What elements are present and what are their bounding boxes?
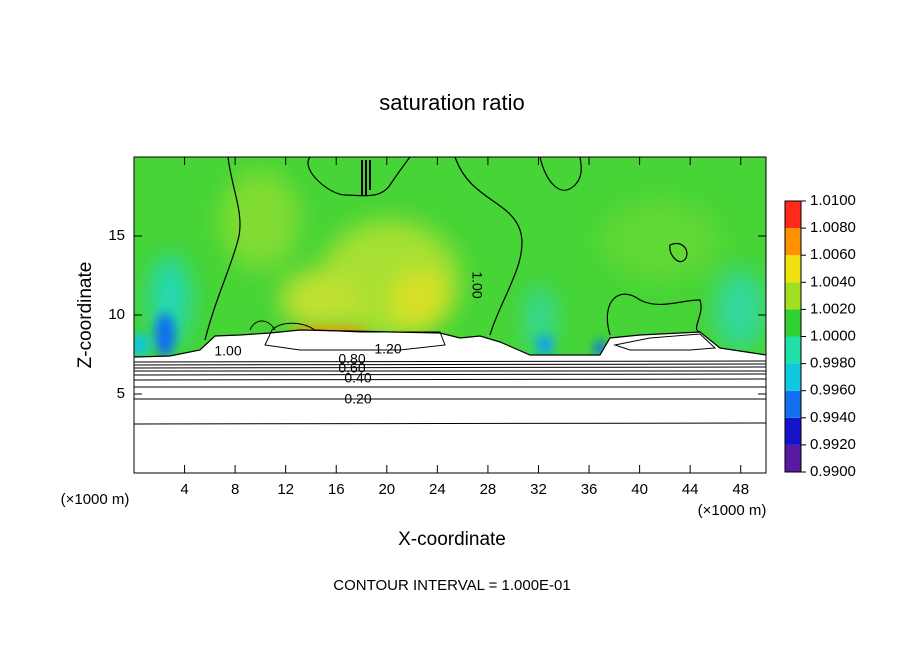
x-unit: (×1000 m) bbox=[698, 502, 767, 519]
contour-label: 1.00 bbox=[469, 271, 485, 298]
colorbar-tick-label: 0.9980 bbox=[810, 355, 856, 372]
colorbar-tick-label: 1.0040 bbox=[810, 273, 856, 290]
x-tick-label: 48 bbox=[732, 481, 749, 498]
contour-label: 0.20 bbox=[344, 391, 371, 407]
colorbar-band bbox=[785, 363, 801, 391]
colorbar-tick-label: 0.9940 bbox=[810, 409, 856, 426]
y-axis-label: Z-coordinate bbox=[75, 262, 96, 369]
colorbar-band bbox=[785, 444, 801, 472]
colorbar-tick-label: 0.9960 bbox=[810, 382, 856, 399]
x-tick-label: 24 bbox=[429, 481, 446, 498]
x-tick-label: 28 bbox=[480, 481, 497, 498]
colorbar-band bbox=[785, 417, 801, 445]
x-tick-label: 4 bbox=[180, 481, 188, 498]
colorbar-band bbox=[785, 390, 801, 418]
colorbar-band bbox=[785, 255, 801, 283]
colorbar-band bbox=[785, 201, 801, 229]
colorbar-band bbox=[785, 336, 801, 364]
x-tick-label: 12 bbox=[277, 481, 294, 498]
y-tick-label: 5 bbox=[117, 385, 125, 402]
contour-label: 0.80 bbox=[338, 351, 365, 367]
footer: CONTOUR INTERVAL = 1.000E-01 bbox=[333, 577, 570, 594]
colorbar-tick-label: 1.0060 bbox=[810, 246, 856, 263]
y-tick-label: 15 bbox=[108, 227, 125, 244]
x-tick-label: 16 bbox=[328, 481, 345, 498]
chart-title: saturation ratio bbox=[379, 90, 525, 115]
colorbar-band bbox=[785, 309, 801, 337]
x-axis-label: X-coordinate bbox=[398, 529, 506, 550]
contour-label: 1.00 bbox=[214, 343, 241, 359]
colorbar-tick-label: 1.0080 bbox=[810, 219, 856, 236]
contour-label: 1.20 bbox=[374, 341, 401, 357]
x-tick-label: 44 bbox=[682, 481, 699, 498]
colorbar-tick-label: 1.0000 bbox=[810, 327, 856, 344]
colorbar-tick-label: 1.0100 bbox=[810, 192, 856, 209]
x-tick-label: 8 bbox=[231, 481, 239, 498]
colorbar-tick-label: 1.0020 bbox=[810, 300, 856, 317]
y-tick-label: 10 bbox=[108, 306, 125, 323]
colorbar-band bbox=[785, 228, 801, 256]
contour-label: 0.40 bbox=[344, 370, 371, 386]
x-tick-label: 20 bbox=[378, 481, 395, 498]
x-tick-label: 40 bbox=[631, 481, 648, 498]
x-tick-label: 36 bbox=[581, 481, 598, 498]
x-tick-label: 32 bbox=[530, 481, 547, 498]
colorbar-tick-label: 0.9900 bbox=[810, 463, 856, 480]
colorbar-tick-label: 0.9920 bbox=[810, 436, 856, 453]
contour-label: 0.60 bbox=[338, 360, 365, 376]
colorbar-band bbox=[785, 282, 801, 310]
x-unit: (×1000 m) bbox=[61, 491, 130, 508]
field bbox=[134, 157, 766, 473]
